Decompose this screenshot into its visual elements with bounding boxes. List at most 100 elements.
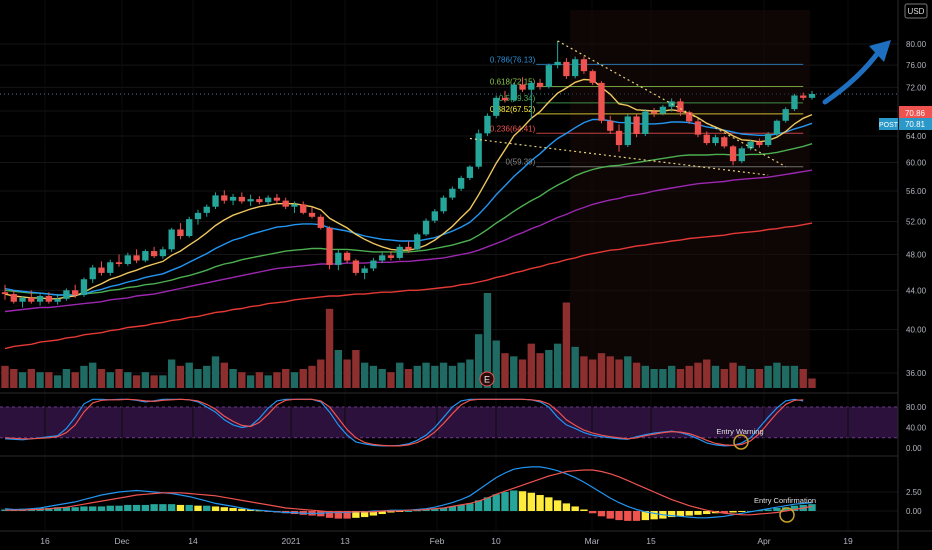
time-label: 14 xyxy=(188,536,198,546)
macd-histogram-bar xyxy=(132,504,141,511)
macd-histogram-bar xyxy=(238,508,246,511)
volume-bar xyxy=(396,362,404,388)
macd-histogram-bar xyxy=(115,505,123,511)
candle-body xyxy=(747,141,754,149)
currency-label: USD xyxy=(908,7,925,16)
time-label: 16 xyxy=(40,536,50,546)
volume-bar xyxy=(62,369,71,388)
macd-histogram-bar xyxy=(562,503,571,511)
candle-body xyxy=(186,219,193,237)
volume-bar xyxy=(360,362,369,388)
volume-bar xyxy=(53,375,62,388)
candle-body xyxy=(721,137,728,147)
macd-histogram-bar xyxy=(71,507,79,511)
entry-warning-circle xyxy=(733,434,749,450)
candle-body xyxy=(607,120,614,131)
stoch-d-line xyxy=(4,398,804,447)
falling-wedge-lines[interactable] xyxy=(469,40,786,176)
fib-level-label: 0.236(64.41) xyxy=(490,124,536,133)
volume-bar xyxy=(255,372,264,388)
volume-bar xyxy=(536,353,544,388)
candle-body xyxy=(598,82,605,121)
volume-bar xyxy=(606,356,614,388)
volume-bar xyxy=(413,365,421,388)
macd-histogram-bar xyxy=(185,504,193,511)
forecast-arrow[interactable] xyxy=(822,40,891,105)
volume-bar xyxy=(352,350,360,388)
volume-bar xyxy=(36,372,44,388)
candle-body xyxy=(545,65,553,87)
volume-bar xyxy=(141,372,150,388)
candle-body xyxy=(387,255,395,258)
time-label: 10 xyxy=(491,536,501,546)
price-tick-label: 56.00 xyxy=(906,187,927,196)
candle-body xyxy=(580,59,588,72)
candle-body xyxy=(142,251,149,261)
candle-body xyxy=(624,116,631,146)
macd-histogram-bar xyxy=(334,511,343,519)
wedge-upper-line xyxy=(557,40,786,168)
candle-body xyxy=(115,262,123,265)
volume-bar xyxy=(667,365,676,388)
volume-bar xyxy=(729,362,737,388)
volume-bar xyxy=(615,359,623,388)
candle-body xyxy=(694,121,702,135)
fib-level-label: 0(59.39) xyxy=(506,158,536,167)
macd-histogram-bar xyxy=(229,507,237,511)
volume-bar xyxy=(650,369,658,388)
macd-histogram-bar xyxy=(457,504,465,511)
stoch-band xyxy=(0,407,898,438)
macd-histogram-bar xyxy=(325,511,334,518)
candle-body xyxy=(212,195,219,207)
candle-body xyxy=(431,211,438,221)
last-price-badge-bg xyxy=(899,106,932,119)
volume-bar xyxy=(632,362,641,388)
volume-bar xyxy=(246,375,255,388)
candle-body xyxy=(422,220,430,235)
volume-bar xyxy=(89,362,97,388)
volume-bar xyxy=(685,365,693,388)
macd-histogram-bar xyxy=(782,507,790,511)
volume-bar xyxy=(115,369,123,388)
candle-body xyxy=(335,252,342,265)
candle-body xyxy=(484,115,491,134)
candle-body xyxy=(519,84,526,90)
earnings-marker[interactable]: E xyxy=(479,371,495,387)
candle-body xyxy=(203,206,210,213)
volume-bar xyxy=(124,372,132,388)
macd-histogram-bar xyxy=(650,511,658,520)
macd-histogram-bar xyxy=(536,495,544,511)
volume-bar xyxy=(518,359,527,388)
stoch-tick-label: 0.00 xyxy=(906,444,922,453)
candle-body xyxy=(440,197,447,212)
currency-tag[interactable] xyxy=(904,3,928,19)
volume-bar xyxy=(782,365,790,388)
price-tick-label: 76.00 xyxy=(906,61,927,70)
candle-body xyxy=(291,204,298,207)
candle-body xyxy=(405,246,412,250)
volume-bar xyxy=(457,362,465,388)
candle-body xyxy=(466,166,474,178)
fib-level-label: 0.618(72.15) xyxy=(490,78,536,87)
candle-body xyxy=(133,255,140,261)
volume-bar xyxy=(659,369,667,388)
price-tick-label: 36.00 xyxy=(906,369,927,378)
candle-body xyxy=(773,120,781,135)
volume-bar xyxy=(185,362,193,388)
volume-bar xyxy=(132,375,141,388)
candle-body xyxy=(256,199,263,203)
macd-histogram-bar xyxy=(685,511,693,516)
time-axis[interactable]: 16 Dec 14 2021 13 Feb 10 Mar 15 Apr 19 xyxy=(40,536,853,546)
volume-bar xyxy=(387,372,395,388)
volume-bar xyxy=(589,359,597,388)
candle-body xyxy=(177,229,184,237)
volume-bar xyxy=(694,362,702,388)
volume-bar xyxy=(27,369,35,388)
macd-histogram-bar xyxy=(352,511,360,518)
macd-histogram-bar xyxy=(483,497,492,511)
candle-body xyxy=(168,229,175,250)
macd-histogram-bar xyxy=(492,494,500,511)
candle-body xyxy=(493,97,500,116)
macd-histogram-bar xyxy=(194,505,202,511)
